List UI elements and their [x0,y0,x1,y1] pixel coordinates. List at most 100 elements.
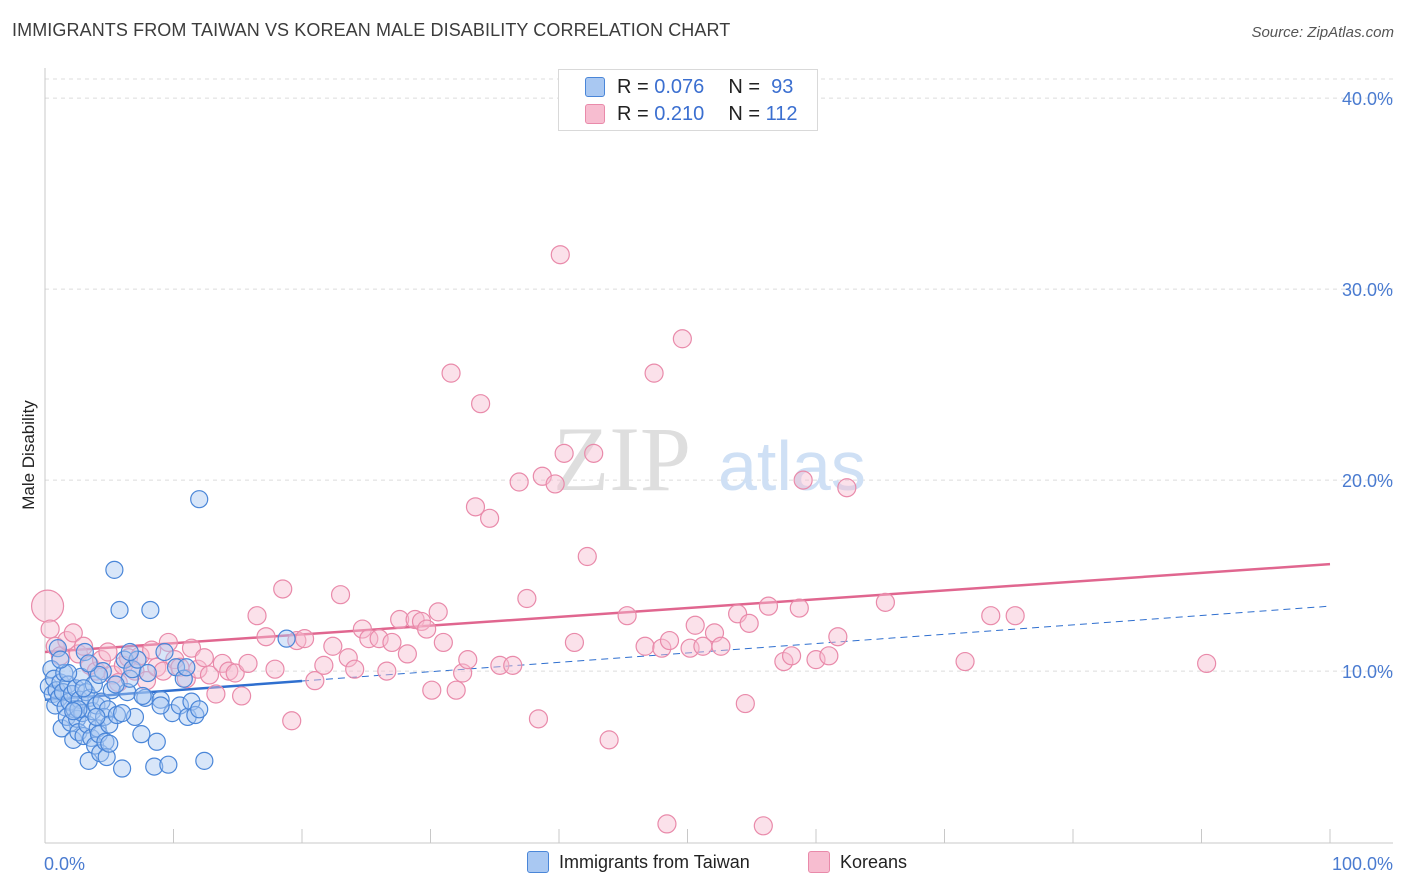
taiwan-point [141,600,160,620]
taiwan-point [195,751,214,770]
korean-point [30,589,65,623]
axes [44,68,1393,844]
taiwan-point [136,688,155,707]
legend-row-korean: R = 0.210 N = 112 [585,102,797,126]
korean-point [98,642,118,662]
korean-point [382,632,402,653]
taiwan-point [120,642,139,662]
korean-point [828,627,848,647]
korean-point [793,470,813,490]
korean-point [256,627,276,647]
korean-point [577,546,597,567]
korean-point [225,663,245,683]
korean-point [789,598,809,618]
taiwan-point [182,692,201,711]
korean-point [685,615,705,635]
korean-point [875,592,895,612]
taiwan-point [133,686,152,706]
korean-point [465,497,486,517]
korean-point [428,602,448,622]
taiwan-point [106,675,125,694]
korean-point [40,619,60,639]
korean-point [73,636,94,656]
taiwan-point [128,650,147,669]
taiwan-point [110,600,129,620]
taiwan-point [100,734,119,753]
korean-point [753,816,773,836]
taiwan-point [177,658,196,677]
grid-lines [45,78,1393,672]
taiwan-point [112,759,132,778]
korean-point [528,709,549,729]
korean-legend-label: Koreans [840,851,908,872]
taiwan-point [190,490,209,509]
korean-points [30,245,1217,836]
korean-point [282,711,302,731]
x-tick-label-start: 0.0% [44,854,85,874]
taiwan-point [105,560,124,579]
watermark: ZIP atlas [553,408,866,510]
korean-point [599,730,619,750]
korean-point [199,665,220,685]
taiwan-point [151,696,170,715]
taiwan-point [75,642,94,662]
korean-trend-line [44,562,1331,654]
taiwan-point [74,679,93,698]
taiwan-point [87,707,106,727]
korean-point [554,443,574,463]
watermark-atlas: atlas [718,427,866,505]
taiwan-point [64,702,83,721]
korean-point [238,653,258,674]
korean-legend-swatch [808,851,830,873]
korean-point [657,814,677,834]
legend-n-label: N = [728,75,760,98]
taiwan-point [147,732,166,751]
korean-point [441,363,461,383]
korean-point [294,629,315,649]
taiwan-point [151,690,170,709]
y-tick-label: 30.0% [1342,280,1393,300]
x-tick-label-end: 100.0% [1332,854,1393,874]
korean-point [265,659,285,679]
legend-korean-r: 0.210 [654,102,705,125]
korean-point [735,693,755,714]
korean-point [1005,606,1025,626]
korean-point [181,638,202,658]
y-tick-label: 40.0% [1342,89,1393,109]
taiwan-swatch [585,77,605,97]
korean-point [617,606,637,626]
taiwan-point [97,747,116,767]
korean-point [545,474,565,494]
korean-point [359,629,379,649]
taiwan-trend-dashed [301,605,1331,682]
korean-point [644,363,664,383]
korean-point [758,596,779,616]
korean-point [458,650,478,670]
korean-point [781,646,802,666]
taiwan-point [132,725,151,744]
legend-row-taiwan: R = 0.076 N = 93 [585,75,793,99]
bottom-legend-korean: Koreans [808,851,907,873]
korean-point [806,650,826,670]
taiwan-points [39,490,296,778]
watermark-zip: ZIP [553,408,691,510]
korean-point [1197,653,1217,674]
legend-n-label: N = [728,102,760,125]
chart-title: IMMIGRANTS FROM TAIWAN VS KOREAN MALE DI… [12,20,731,40]
taiwan-point [138,663,157,683]
korean-point [305,671,325,691]
taiwan-legend-label: Immigrants from Taiwan [559,851,750,872]
korean-point [206,684,226,704]
taiwan-point [277,629,296,648]
korean-point [819,646,839,666]
y-tick-label: 10.0% [1342,662,1393,682]
korean-point [345,659,365,679]
korean-point [422,680,442,700]
taiwan-point [89,665,109,685]
korean-point [774,651,794,672]
korean-point [550,245,570,265]
korean-point [417,619,437,639]
taiwan-point [145,757,164,776]
taiwan-point [48,639,67,658]
korean-point [711,636,731,656]
